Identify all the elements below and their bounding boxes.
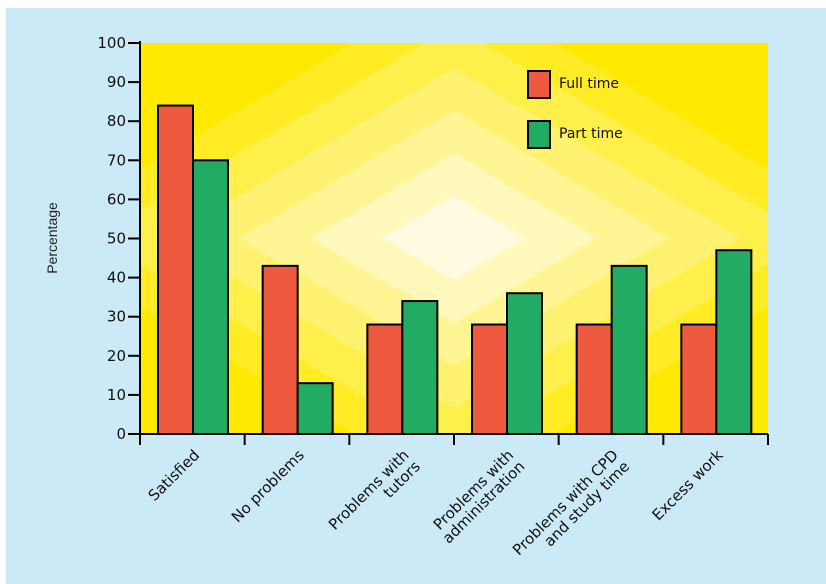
y-tick-label: 0	[116, 425, 126, 443]
plot-background-band	[382, 195, 526, 281]
y-axis-label: Percentage	[44, 202, 60, 274]
x-tick-label: Problems withtutors	[325, 446, 424, 545]
legend-swatch-part-time	[527, 120, 551, 149]
x-tick-label: Excess work	[649, 446, 727, 524]
y-tick-label: 60	[107, 190, 126, 208]
bar-part-time-3	[506, 292, 543, 435]
y-tick-label: 50	[107, 230, 126, 248]
legend-swatch-full-time	[527, 70, 551, 99]
x-tick-label: Satisfied	[145, 446, 204, 505]
bar-part-time-0	[192, 159, 229, 436]
bar-full-time-3	[471, 323, 508, 435]
bar-part-time-5	[715, 249, 753, 435]
bar-chart: Percentage 0 10 20 30 40 50 60 70 80 90 100 Satisfi…	[44, 34, 769, 570]
bar-full-time-0	[157, 104, 194, 435]
legend-label-full-time: Full time	[559, 76, 619, 92]
y-tick-label: 100	[97, 34, 126, 52]
y-tick-label: 70	[107, 151, 126, 169]
x-tick-label: Problems withadministration	[427, 446, 528, 547]
bars-layer	[157, 104, 753, 436]
x-tick-label: Problems with CPDand study time	[509, 446, 633, 570]
legend: Full time Part time	[527, 70, 623, 149]
chart-figure: Percentage 0 10 20 30 40 50 60 70 80 90 100 Satisfi…	[6, 8, 826, 584]
x-tick-label: No problems	[228, 446, 308, 526]
bar-full-time-4	[575, 323, 613, 435]
y-tick-label: 10	[107, 386, 126, 404]
bar-full-time-5	[680, 323, 718, 435]
bar-part-time-2	[401, 300, 439, 435]
bar-full-time-1	[261, 264, 299, 435]
y-tick-label: 20	[107, 347, 126, 365]
y-tick-label: 80	[107, 112, 126, 130]
bar-part-time-1	[296, 382, 334, 436]
legend-label-part-time: Part time	[559, 126, 623, 142]
bar-full-time-2	[366, 323, 404, 435]
y-tick-label: 30	[107, 308, 126, 326]
bar-part-time-4	[610, 264, 648, 435]
y-tick-label: 40	[107, 269, 126, 287]
y-tick-label: 90	[107, 73, 126, 91]
